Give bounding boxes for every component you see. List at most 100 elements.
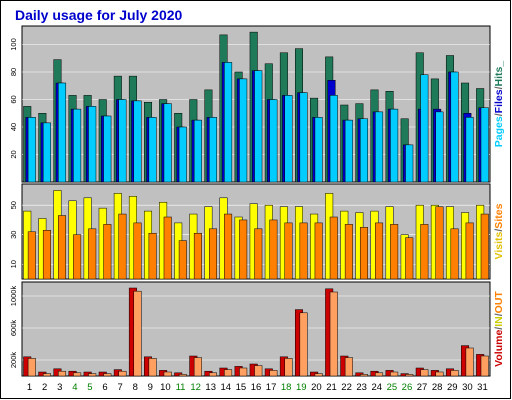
x-tick-label: 12 — [190, 382, 201, 393]
x-tick-label: 13 — [205, 382, 216, 393]
volume-bar-out — [480, 355, 489, 377]
usage-bar-pages — [118, 99, 127, 183]
volume-axis-label-part: Volume — [493, 330, 505, 367]
visits-panel: 10 30 50 Visits/Sites — [9, 183, 505, 280]
visits-bar-sites — [329, 216, 338, 280]
usage-axis-label: Pages/Files/Hits_ — [493, 61, 505, 148]
visits-bar-sites — [88, 228, 97, 280]
x-tick-label: 8 — [133, 382, 138, 393]
usage-bar-pages — [284, 95, 293, 183]
usage-bar-pages — [178, 126, 187, 183]
volume-bar-out — [254, 365, 263, 377]
usage-bar-pages — [103, 115, 112, 183]
chart-title: Daily usage for July 2020 — [15, 7, 183, 23]
volume-bar-out — [178, 374, 187, 377]
visits-axis-label-part: Sites — [493, 203, 505, 228]
usage-bar-pages — [405, 144, 414, 183]
volume-bar-out — [405, 374, 414, 377]
visits-bar-sites — [133, 222, 142, 280]
volume-axis-label-part: / — [493, 313, 505, 316]
visits-bar-sites — [163, 216, 172, 280]
usage-bar-pages — [163, 103, 172, 183]
usage-bar-pages — [42, 122, 51, 183]
usage-axis-label-part: / — [493, 86, 505, 89]
visits-bar-sites — [405, 237, 414, 280]
visits-bar-sites — [178, 240, 187, 280]
x-tick-label: 17 — [266, 382, 277, 393]
visits-bar-sites — [27, 231, 36, 280]
visits-ytick-label: 30 — [9, 231, 18, 239]
visits-ytick-label: 50 — [9, 201, 18, 209]
volume-bar-out — [284, 358, 293, 377]
usage-bar-pages — [344, 119, 353, 183]
usage-bar-pages — [435, 111, 444, 183]
visits-bar-sites — [254, 228, 263, 280]
usage-bar-pages — [193, 119, 202, 183]
x-tick-label: 27 — [417, 382, 428, 393]
usage-ytick-label: 100 — [9, 38, 18, 51]
volume-ytick-label: 600k — [9, 320, 18, 337]
volume-bar-out — [42, 373, 51, 377]
visits-bar-sites — [284, 222, 293, 280]
visits-bar-sites — [480, 213, 489, 280]
volume-bar-out — [465, 347, 474, 377]
volume-bar-out — [73, 372, 82, 377]
volume-bar-out — [103, 373, 112, 377]
usage-bar-pages — [359, 118, 368, 183]
x-tick-label: 5 — [87, 382, 92, 393]
volume-bar-out — [148, 358, 157, 377]
volume-bar-out — [299, 312, 308, 377]
x-tick-label: 2 — [42, 382, 47, 393]
visits-bar-sites — [148, 232, 157, 280]
visits-bar-sites — [73, 234, 82, 280]
volume-plot-area — [21, 281, 491, 377]
volume-axis-label-part: / — [493, 327, 505, 330]
x-tick-label: 24 — [371, 382, 382, 393]
usage-bar-pages — [27, 117, 36, 183]
usage-ytick-label: 20 — [9, 150, 18, 158]
x-tick-label: 29 — [447, 382, 458, 393]
x-tick-label: 23 — [356, 382, 367, 393]
visits-bar-sites — [224, 213, 233, 280]
visits-bar-sites — [239, 219, 248, 280]
usage-bar-pages — [58, 82, 67, 183]
usage-axis-label-part: Files — [493, 89, 505, 113]
x-tick-label: 1 — [27, 382, 32, 393]
usage-bar-pages — [224, 62, 233, 183]
usage-bar-pages — [269, 99, 278, 183]
usage-bar-pages — [148, 117, 157, 183]
usage-bar-pages — [420, 74, 429, 183]
usage-bar-pages — [299, 92, 308, 183]
visits-bar-sites — [359, 227, 368, 280]
usage-bar-pages — [314, 117, 323, 183]
visits-bar-sites — [420, 224, 429, 280]
usage-axis-label-part: / — [493, 113, 505, 116]
volume-bar-out — [314, 373, 323, 377]
usage-bar-pages — [329, 95, 338, 183]
x-tick-label: 18 — [281, 382, 292, 393]
usage-bar-pages — [88, 106, 97, 183]
x-tick-label: 16 — [251, 382, 262, 393]
visits-bar-sites — [375, 222, 384, 280]
x-tick-label: 19 — [296, 382, 307, 393]
visits-bar-sites — [465, 222, 474, 280]
usage-bar-pages — [239, 78, 248, 183]
visits-bar-sites — [193, 232, 202, 280]
visits-ytick-label: 10 — [9, 260, 18, 268]
x-tick-label: 6 — [102, 382, 107, 393]
usage-bar-pages — [465, 117, 474, 183]
visits-bar-sites — [103, 224, 112, 280]
volume-bar-out — [224, 369, 233, 377]
volume-bar-out — [163, 371, 172, 377]
volume-bar-out — [27, 358, 36, 377]
usage-bar-pages — [480, 107, 489, 183]
usage-bar-pages — [450, 71, 459, 183]
volume-bar-out — [88, 373, 97, 377]
volume-bar-out — [450, 370, 459, 377]
volume-bar-out — [359, 374, 368, 377]
visits-bar-sites — [118, 213, 127, 280]
x-tick-label: 7 — [117, 382, 122, 393]
volume-bar-out — [118, 370, 127, 377]
